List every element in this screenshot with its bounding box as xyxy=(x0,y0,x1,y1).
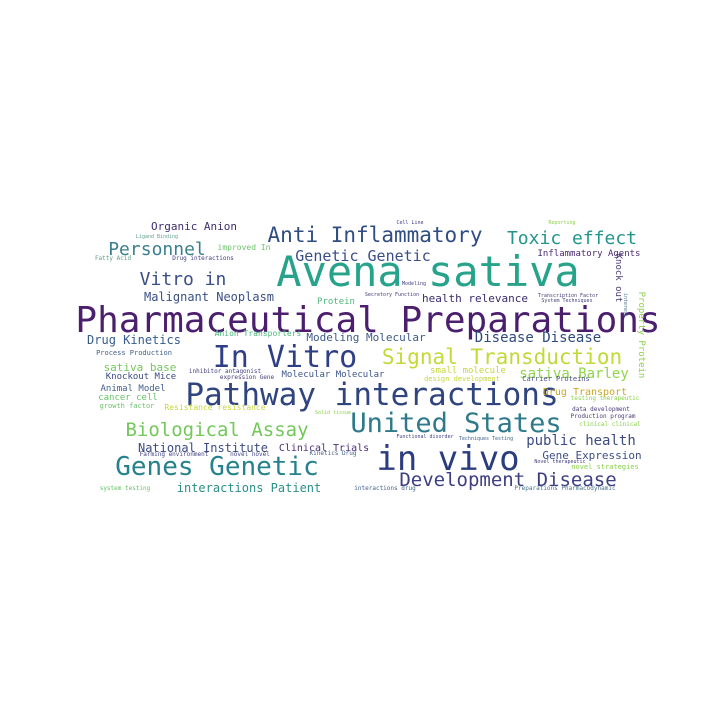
word: Pharmaceutical Preparations xyxy=(75,300,660,341)
word: Protein xyxy=(317,297,355,307)
word: Secretory Function xyxy=(365,292,419,298)
word: Reporting xyxy=(548,220,575,226)
word: Process Production xyxy=(96,349,172,357)
word: Property Protein xyxy=(636,292,646,379)
word: in vivo xyxy=(376,439,519,479)
word: National Institute xyxy=(138,441,268,455)
word: Genetic Genetic xyxy=(295,247,430,265)
word: expression Gene xyxy=(220,374,275,381)
word: Modeling xyxy=(402,281,426,287)
word: Drug Transport xyxy=(543,387,627,398)
word: Toxic effect xyxy=(507,228,637,249)
word: Genes Genetic xyxy=(115,452,319,482)
word: data development xyxy=(572,406,630,413)
word: improved In xyxy=(218,243,271,252)
word: Personnel xyxy=(108,239,206,260)
word: health relevance xyxy=(422,292,528,305)
word: Avena sativa xyxy=(276,247,579,296)
word: Modeling Molecular xyxy=(306,331,426,344)
word: novel novel xyxy=(230,451,270,458)
word: Techniques Testing xyxy=(459,436,513,442)
word: Vitro in xyxy=(140,269,227,290)
word: Disease Disease xyxy=(475,330,601,346)
word: Biological Assay xyxy=(125,419,308,441)
word: Preparations Pharmacodynamic xyxy=(514,485,616,492)
word: Animal Model xyxy=(100,384,165,394)
word: Malignant Neoplasm xyxy=(144,290,274,304)
word: novel strategies xyxy=(571,463,638,471)
word: Production program xyxy=(570,413,635,420)
word: cancer cell xyxy=(98,393,158,403)
word: Drug Kinetics xyxy=(87,333,181,347)
word: Kinetics Drug xyxy=(310,450,357,457)
word: In Vitro xyxy=(213,340,358,375)
word: Novel therapeutic xyxy=(534,459,585,465)
word: interactions Patient xyxy=(177,481,322,495)
word: system testing xyxy=(100,485,151,492)
word: System Techniques xyxy=(541,298,592,304)
word: Pathway interactions xyxy=(185,377,558,413)
word: interactions drug xyxy=(354,485,416,492)
word: Anion Transporters xyxy=(215,329,302,338)
word: sativa Barley xyxy=(519,366,629,382)
word: Anti Inflammatory xyxy=(268,223,483,247)
word: Ligand Binding xyxy=(136,234,178,240)
word: design development xyxy=(424,375,500,383)
word: Knockout Mice xyxy=(106,372,176,382)
word: Solid tissue xyxy=(315,410,351,416)
word: Transcription Factor xyxy=(538,293,598,299)
word: United States xyxy=(350,408,561,439)
word: clinical clinical xyxy=(579,421,641,428)
word: interest xyxy=(622,293,628,317)
word: Clinical Trials xyxy=(279,443,369,454)
word: testing therapeutic xyxy=(571,395,640,402)
word: Fatty Acid xyxy=(95,255,132,262)
word: Inflammatory Agents xyxy=(538,249,641,259)
word: inhibitor antagonist xyxy=(189,368,262,375)
word: Resistance resistance xyxy=(164,403,265,412)
word: Knock out xyxy=(613,254,623,303)
word: Gene Expression xyxy=(542,449,641,462)
word: small molecule xyxy=(430,366,506,376)
word: public health xyxy=(526,433,636,449)
word: Carrier Proteins xyxy=(522,375,589,383)
word: sativa base xyxy=(104,361,177,374)
word: Functional disorder xyxy=(396,434,453,440)
word: Development Disease xyxy=(399,469,616,491)
word: growth factor xyxy=(100,402,155,410)
word: Organic Anion xyxy=(151,220,237,233)
word: Drug interactions xyxy=(172,255,234,262)
word: Farming environment xyxy=(140,451,209,458)
word: Cell Line xyxy=(396,220,423,226)
word: Molecular Molecular xyxy=(282,370,386,380)
word: Signal Transduction xyxy=(382,345,622,369)
